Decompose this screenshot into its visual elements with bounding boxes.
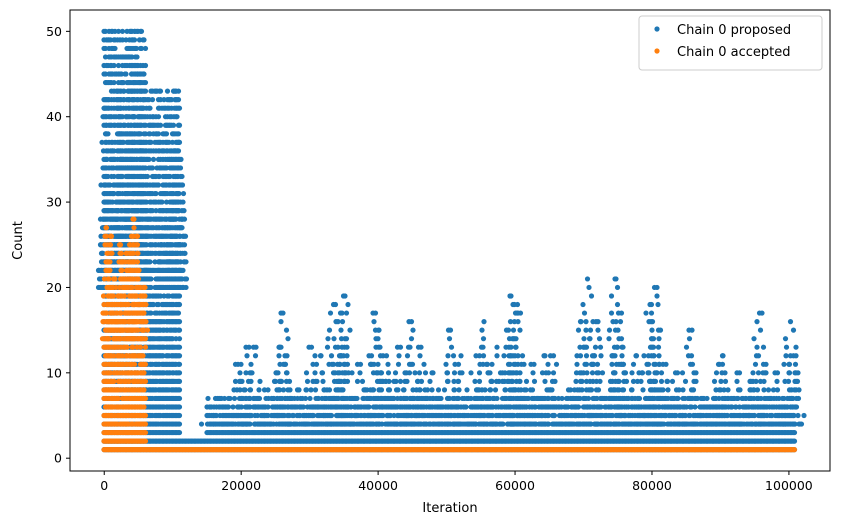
proposed-point <box>138 28 145 34</box>
proposed-point <box>107 199 114 205</box>
proposed-point <box>104 208 111 214</box>
proposed-point <box>163 131 170 137</box>
proposed-point <box>97 284 103 291</box>
proposed-point <box>148 284 154 291</box>
proposed-point <box>104 156 110 162</box>
proposed-point <box>155 114 162 120</box>
proposed-point <box>131 37 138 43</box>
proposed-point <box>110 190 116 197</box>
proposed-point <box>100 114 106 120</box>
proposed-point <box>98 259 105 265</box>
proposed-point <box>176 336 183 342</box>
proposed-point <box>123 71 129 77</box>
proposed-point <box>176 412 183 419</box>
proposed-point <box>225 404 232 410</box>
proposed-point <box>176 319 183 325</box>
proposed-point <box>328 412 335 419</box>
proposed-point <box>108 173 115 180</box>
proposed-point <box>142 62 149 69</box>
proposed-point <box>150 156 157 162</box>
proposed-point <box>176 404 183 410</box>
proposed-point <box>110 165 117 171</box>
proposed-point <box>176 344 183 350</box>
proposed-point <box>148 139 154 145</box>
proposed-point <box>176 105 183 111</box>
proposed-point <box>176 387 183 393</box>
proposed-point <box>107 182 113 188</box>
proposed-point <box>111 79 117 86</box>
proposed-point <box>101 199 108 205</box>
proposed-point <box>791 438 798 444</box>
proposed-point <box>307 395 313 402</box>
proposed-point <box>101 190 108 197</box>
proposed-point <box>111 62 117 69</box>
proposed-point <box>176 395 183 402</box>
proposed-point <box>142 45 149 52</box>
proposed-point <box>103 122 109 128</box>
proposed-point <box>119 28 126 34</box>
proposed-point <box>256 395 263 402</box>
proposed-point <box>148 310 154 316</box>
proposed-point <box>438 395 444 402</box>
proposed-point <box>176 301 183 308</box>
proposed-point <box>115 28 122 34</box>
proposed-point <box>176 327 183 333</box>
proposed-point <box>231 395 238 402</box>
proposed-point <box>100 216 107 222</box>
proposed-point <box>149 165 156 171</box>
proposed-point <box>176 429 183 436</box>
proposed-point <box>176 353 183 359</box>
proposed-point <box>153 190 159 197</box>
proposed-point <box>147 105 153 111</box>
proposed-point <box>265 404 271 410</box>
proposed-point <box>101 105 108 111</box>
proposed-point <box>157 88 164 94</box>
proposed-point <box>138 45 145 52</box>
proposed-point <box>164 88 171 94</box>
proposed-point <box>176 122 183 128</box>
proposed-point <box>157 122 164 128</box>
proposed-point <box>141 37 147 43</box>
proposed-point <box>791 429 798 436</box>
proposed-point <box>176 370 183 376</box>
proposed-point <box>115 62 122 69</box>
proposed-point <box>144 173 151 180</box>
proposed-point <box>176 293 183 299</box>
proposed-point <box>103 165 110 171</box>
proposed-point <box>155 131 162 137</box>
proposed-point <box>354 395 360 402</box>
proposed-point <box>175 131 182 137</box>
proposed-point <box>146 156 152 162</box>
proposed-point <box>100 148 107 154</box>
proposed-point <box>176 378 183 384</box>
proposed-point <box>170 122 177 128</box>
proposed-point <box>175 97 182 103</box>
proposed-point <box>112 45 118 52</box>
proposed-point <box>99 139 105 145</box>
proposed-point <box>111 148 117 154</box>
proposed-point <box>175 310 182 316</box>
proposed-point <box>155 182 162 188</box>
proposed-point <box>176 361 183 367</box>
proposed-point <box>103 173 110 180</box>
proposed-point <box>149 97 156 103</box>
proposed-point <box>102 182 108 188</box>
proposed-point <box>159 199 165 205</box>
proposed-point <box>176 421 183 427</box>
proposed-point <box>134 54 140 60</box>
proposed-point <box>205 395 211 402</box>
proposed-point <box>103 131 109 137</box>
plot-area <box>95 28 807 453</box>
proposed-point <box>108 139 115 145</box>
